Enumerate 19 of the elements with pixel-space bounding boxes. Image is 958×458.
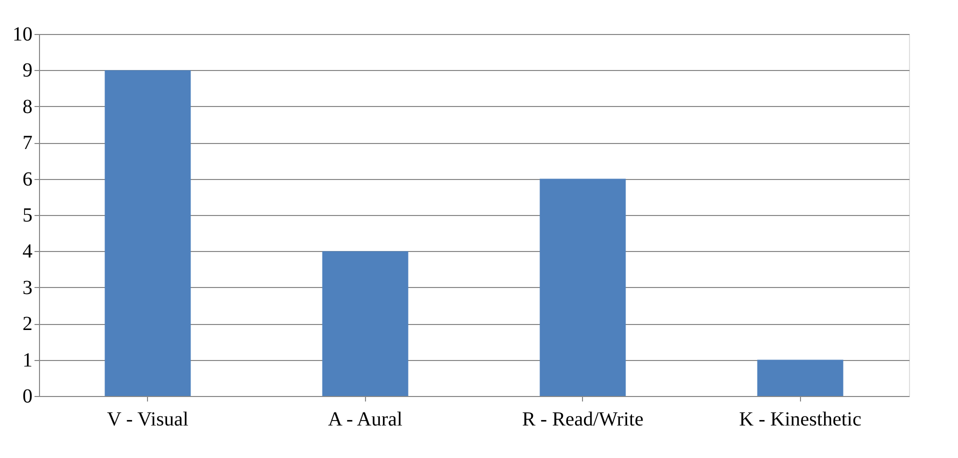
y-tick-label: 10 [12,24,32,46]
bar [104,70,191,396]
y-tick-label: 5 [22,204,32,226]
y-tick-label: 3 [22,276,32,299]
y-tick-label: 2 [22,313,32,336]
y-tick-label: 4 [22,240,32,263]
bar [540,178,626,396]
y-tick-label: 7 [22,132,32,154]
bar [322,251,408,396]
bar [757,360,844,396]
x-tick-label: K - Kinesthetic [739,408,862,430]
y-tick-label: 8 [22,96,32,118]
x-tick-label: R - Read/Write [522,408,644,430]
x-tick-label: A - Aural [328,408,403,430]
y-tick-label: 9 [22,60,32,82]
y-tick-label: 1 [22,349,32,372]
x-tick-label: V - Visual [107,408,189,430]
y-tick-label: 0 [22,386,32,408]
y-tick-label: 6 [22,168,32,190]
